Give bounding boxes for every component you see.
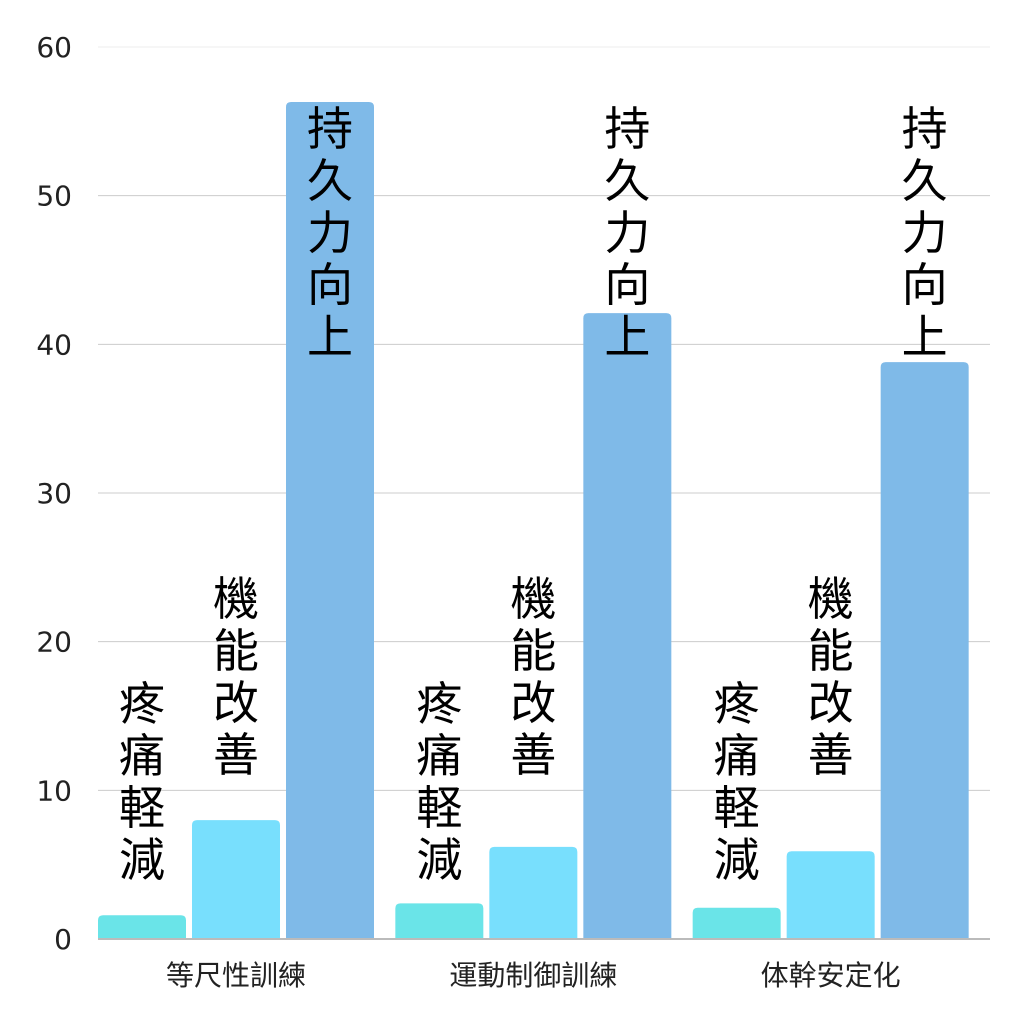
bar-label-char: 能 <box>808 624 854 678</box>
y-tick-label: 20 <box>36 626 72 659</box>
bar <box>489 846 578 939</box>
bar-label-char: 久 <box>604 154 650 208</box>
bar-label-char: 改 <box>510 676 556 730</box>
bar-label-char: 軽 <box>119 781 165 835</box>
bar-label-char: 疼 <box>416 677 462 731</box>
bar-label-char: 善 <box>808 728 854 782</box>
y-tick-label: 0 <box>54 923 72 956</box>
bar-label-char: 上 <box>307 310 353 364</box>
bar-label-char: 減 <box>416 833 462 887</box>
bar <box>692 907 781 939</box>
bar-label-char: 力 <box>902 206 948 260</box>
bar-label-char: 機 <box>510 572 556 626</box>
bar-label-char: 減 <box>714 833 760 887</box>
bar-label-char: 久 <box>902 154 948 208</box>
x-category-label: 体幹安定化 <box>761 959 901 992</box>
bar <box>786 851 875 939</box>
bar-label-char: 痛 <box>119 729 165 783</box>
bar-label-char: 軽 <box>714 781 760 835</box>
bar-label-char: 向 <box>604 258 650 312</box>
bar <box>286 102 374 940</box>
bar-label-char: 久 <box>307 154 353 208</box>
bar-label-char: 善 <box>213 728 259 782</box>
bar <box>395 903 484 939</box>
bar-label-char: 減 <box>119 833 165 887</box>
bar-label-char: 向 <box>307 258 353 312</box>
bar-label-char: 改 <box>213 676 259 730</box>
y-tick-label: 50 <box>36 180 72 213</box>
y-tick-label: 10 <box>36 774 72 807</box>
bar <box>880 362 969 939</box>
y-tick-label: 40 <box>36 328 72 361</box>
x-category-label: 運動制御訓練 <box>449 959 617 992</box>
bar-label-char: 持 <box>902 102 948 156</box>
bar <box>98 915 186 939</box>
bar-label-char: 痛 <box>416 729 462 783</box>
y-tick-label: 60 <box>36 31 72 64</box>
bar-label-char: 疼 <box>714 677 760 731</box>
bar-label-char: 機 <box>213 572 259 626</box>
bar-label-char: 持 <box>604 102 650 156</box>
bar-label-char: 上 <box>902 310 948 364</box>
bar-label-char: 能 <box>510 624 556 678</box>
bar-label-char: 疼 <box>119 677 165 731</box>
bar-label-char: 向 <box>902 258 948 312</box>
bar-label-char: 持 <box>307 102 353 156</box>
bar-label-char: 改 <box>808 676 854 730</box>
bar-label-char: 上 <box>604 310 650 364</box>
bar-label-char: 軽 <box>416 781 462 835</box>
bar-label-char: 能 <box>213 624 259 678</box>
x-category-label: 等尺性訓練 <box>166 959 306 992</box>
bar <box>583 313 672 939</box>
bar-label-char: 力 <box>307 206 353 260</box>
bar-label-char: 善 <box>510 728 556 782</box>
y-tick-label: 30 <box>36 477 72 510</box>
bar-label-char: 痛 <box>714 729 760 783</box>
bar-label-char: 機 <box>808 572 854 626</box>
bar-label-char: 力 <box>604 206 650 260</box>
bar <box>192 820 280 939</box>
